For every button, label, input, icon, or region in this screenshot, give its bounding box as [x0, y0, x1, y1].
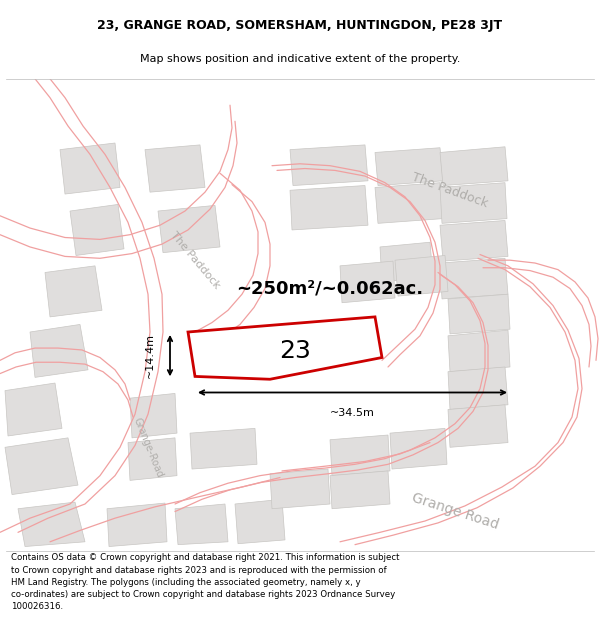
Polygon shape — [235, 499, 285, 544]
Polygon shape — [290, 145, 368, 186]
Polygon shape — [107, 503, 167, 546]
Polygon shape — [375, 182, 443, 223]
Polygon shape — [440, 147, 508, 186]
Polygon shape — [440, 221, 508, 261]
Polygon shape — [448, 330, 510, 372]
Polygon shape — [18, 502, 85, 546]
Polygon shape — [158, 206, 220, 252]
Text: ~250m²/~0.062ac.: ~250m²/~0.062ac. — [236, 279, 424, 298]
Text: The Paddock: The Paddock — [169, 230, 221, 291]
Polygon shape — [340, 261, 395, 302]
Polygon shape — [448, 294, 510, 334]
Text: Contains OS data © Crown copyright and database right 2021. This information is : Contains OS data © Crown copyright and d… — [11, 554, 400, 611]
Polygon shape — [395, 256, 448, 296]
Polygon shape — [30, 324, 88, 378]
Text: Map shows position and indicative extent of the property.: Map shows position and indicative extent… — [140, 54, 460, 64]
Text: The Paddock: The Paddock — [410, 171, 490, 210]
Text: Grange Road: Grange Road — [410, 491, 500, 532]
Text: ~14.4m: ~14.4m — [145, 333, 155, 378]
Polygon shape — [390, 428, 447, 469]
Polygon shape — [130, 393, 177, 438]
Text: 23, GRANGE ROAD, SOMERSHAM, HUNTINGDON, PE28 3JT: 23, GRANGE ROAD, SOMERSHAM, HUNTINGDON, … — [97, 19, 503, 32]
Polygon shape — [290, 186, 368, 230]
Polygon shape — [330, 435, 390, 476]
Polygon shape — [5, 383, 62, 436]
Polygon shape — [175, 504, 228, 544]
Polygon shape — [440, 258, 508, 299]
Polygon shape — [270, 469, 330, 509]
Polygon shape — [448, 367, 508, 409]
Polygon shape — [188, 317, 382, 379]
Polygon shape — [380, 242, 433, 282]
Polygon shape — [145, 145, 205, 192]
Polygon shape — [440, 182, 507, 223]
Polygon shape — [45, 266, 102, 317]
Text: 23: 23 — [279, 339, 311, 363]
Polygon shape — [190, 428, 257, 469]
Polygon shape — [60, 143, 120, 194]
Polygon shape — [5, 438, 78, 494]
Polygon shape — [448, 405, 508, 448]
Text: Grange-Road: Grange-Road — [131, 416, 164, 479]
Polygon shape — [70, 204, 124, 256]
Text: ~34.5m: ~34.5m — [329, 408, 374, 418]
Polygon shape — [375, 148, 443, 186]
Polygon shape — [128, 438, 177, 481]
Polygon shape — [330, 471, 390, 509]
